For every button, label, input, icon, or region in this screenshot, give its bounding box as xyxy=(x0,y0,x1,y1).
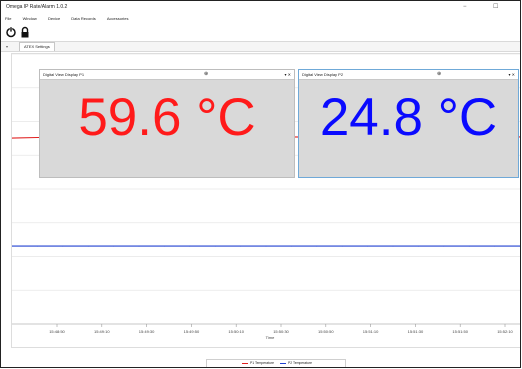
data-point xyxy=(87,245,89,247)
data-point xyxy=(265,245,267,247)
panel-controls[interactable]: ▾ ✕ xyxy=(508,72,515,77)
data-point xyxy=(367,245,369,247)
digital-view-title: Digital View Display P2 xyxy=(302,72,344,77)
title-bar: Omega IP Rate/Alarm 1.0.2 − ☐ xyxy=(1,1,520,13)
digital-view-header: Digital View Display P2 ⊕ ▾ ✕ xyxy=(299,70,518,80)
data-point xyxy=(316,245,318,247)
lock-icon[interactable] xyxy=(19,26,31,38)
x-tick-label: 15:51:10 xyxy=(363,329,379,334)
legend-label-p2: P2 Temperature xyxy=(287,361,313,365)
data-point xyxy=(113,245,115,247)
data-point xyxy=(189,245,191,247)
power-icon[interactable] xyxy=(5,26,17,38)
data-point xyxy=(290,245,292,247)
data-point xyxy=(392,245,394,247)
data-point xyxy=(36,245,38,247)
x-tick-label: 15:51:30 xyxy=(408,329,424,334)
menu-file[interactable]: File xyxy=(5,16,12,21)
legend-swatch-p2 xyxy=(279,362,286,364)
digital-view-title: Digital View Display P1 xyxy=(43,72,85,77)
data-point xyxy=(36,137,38,138)
data-point xyxy=(417,245,419,247)
x-axis-title: Time xyxy=(266,335,276,340)
data-point xyxy=(240,245,242,247)
x-tick-label: 15:50:50 xyxy=(318,329,334,334)
digital-view-value: 59.6 °C xyxy=(78,88,256,147)
x-tick-label: 15:49:30 xyxy=(139,329,155,334)
window-title: Omega IP Rate/Alarm 1.0.2 xyxy=(6,4,68,10)
digital-view-p1[interactable]: Digital View Display P1 ⊕ ▾ ✕ 59.6 °C xyxy=(39,69,295,178)
x-tick-label: 15:48:50 xyxy=(49,329,65,334)
x-tick-label: 15:52:10 xyxy=(497,329,513,334)
data-point xyxy=(214,245,216,247)
data-point xyxy=(163,245,165,247)
x-tick-label: 15:50:10 xyxy=(228,329,244,334)
chart-legend: P1 Temperature P2 Temperature xyxy=(206,359,346,367)
panel-controls[interactable]: ▾ ✕ xyxy=(284,72,291,77)
menu-window[interactable]: Window xyxy=(22,16,37,21)
legend-swatch-p1 xyxy=(241,362,248,364)
tab-strip-icon: ▾ xyxy=(6,44,9,49)
data-point xyxy=(494,245,496,247)
data-point xyxy=(341,245,343,247)
menu-accessories[interactable]: Accessories xyxy=(106,16,129,21)
data-point xyxy=(62,245,64,247)
minimize-button[interactable]: − xyxy=(463,4,467,10)
digital-view-value: 24.8 °C xyxy=(319,88,498,147)
toolbar xyxy=(1,24,520,40)
x-tick-label: 15:49:10 xyxy=(94,329,110,334)
menu-device[interactable]: Device xyxy=(47,16,61,21)
tab-atex-settings[interactable]: ATEX Settings xyxy=(19,42,55,51)
data-point xyxy=(443,245,445,247)
data-point xyxy=(138,245,140,247)
x-tick-label: 15:49:50 xyxy=(184,329,200,334)
x-tick-label: 15:50:30 xyxy=(273,329,289,334)
menu-data-records[interactable]: Data Records xyxy=(71,16,96,21)
digital-view-p2[interactable]: Digital View Display P2 ⊕ ▾ ✕ 24.8 °C xyxy=(298,69,519,178)
legend-label-p1: P1 Temperature xyxy=(249,361,275,365)
menu-bar: File Window Device Data Records Accessor… xyxy=(1,14,520,23)
trend-chart: 15:48:50 15:49:10 15:49:30 15:49:50 15:50:10… xyxy=(11,53,520,348)
maximize-button[interactable]: ☐ xyxy=(493,4,499,10)
pin-icon[interactable]: ⊕ xyxy=(204,71,209,77)
digital-view-header: Digital View Display P1 ⊕ ▾ ✕ xyxy=(40,70,294,80)
x-tick-label: 15:51:50 xyxy=(452,329,468,334)
data-point xyxy=(468,245,470,247)
tab-strip: ▾ ATEX Settings xyxy=(1,41,520,52)
pin-icon[interactable]: ⊕ xyxy=(437,71,442,77)
